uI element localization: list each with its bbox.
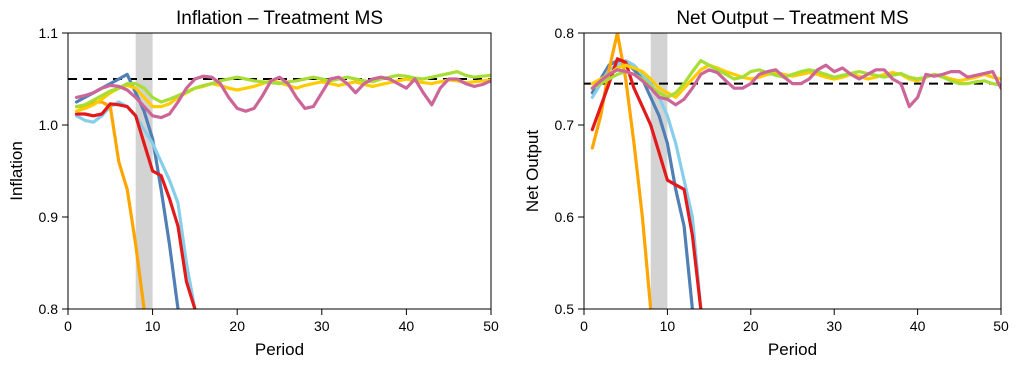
x-tick-label: 50 [483, 318, 499, 334]
x-tick-label: 0 [580, 318, 588, 334]
series-line-7 [590, 63, 1001, 109]
y-tick-label: 0.6 [555, 209, 575, 225]
chart-title: Inflation – Treatment MS [176, 8, 383, 29]
x-tick-label: 30 [314, 318, 330, 334]
chart-panel-1: 0 10 20 30 40 50 0.8 0.9 1.0 1.1 Inflation – Treat… [7, 8, 499, 359]
plot-frame [67, 32, 492, 310]
y-tick-label: 0.8 [555, 25, 575, 41]
x-tick-label: 0 [64, 318, 72, 334]
x-tick-label: 10 [660, 318, 676, 334]
series-group [74, 69, 491, 309]
y-tick-label: 0.9 [39, 209, 59, 225]
y-tick-label: 0.7 [555, 117, 575, 133]
plot-frame [583, 32, 1002, 310]
x-tick-label: 50 [993, 318, 1009, 334]
x-tick-label: 20 [743, 318, 759, 334]
series-group [590, 33, 1001, 309]
x-tick-label: 40 [910, 318, 926, 334]
x-tick-label: 40 [399, 318, 415, 334]
series-line-7 [74, 74, 491, 120]
y-tick-label: 0.5 [555, 301, 575, 317]
shaded-band [650, 33, 668, 309]
series-line-3 [74, 100, 146, 309]
chart-panel-2: 0 10 20 30 40 50 0.5 0.6 0.7 0.8 Net Output – Trea… [523, 8, 1009, 359]
x-tick-label: 10 [145, 318, 161, 334]
series-line-6 [74, 69, 491, 109]
x-tick-label: 30 [826, 318, 842, 334]
x-axis-label: Period [255, 340, 304, 359]
y-tick-label: 1.0 [39, 117, 59, 133]
x-tick-label: 20 [229, 318, 245, 334]
y-tick-label: 0.8 [39, 301, 59, 317]
series-line-4 [74, 102, 197, 309]
x-axis-label: Period [768, 340, 817, 359]
y-axis-label: Net Output [523, 130, 542, 212]
chart-title: Net Output – Treatment MS [676, 8, 908, 29]
y-axis-label: Inflation [7, 141, 26, 201]
y-tick-label: 1.1 [39, 25, 59, 41]
series-line-3 [590, 33, 653, 309]
